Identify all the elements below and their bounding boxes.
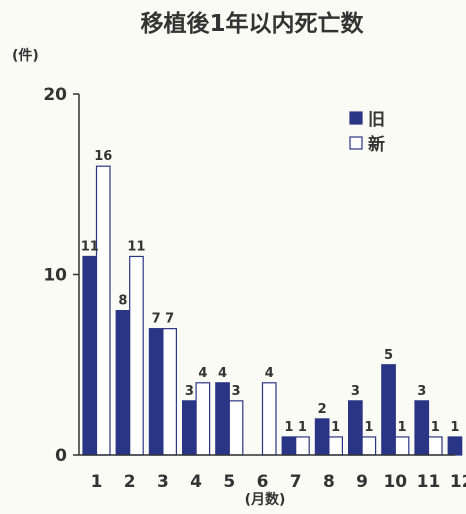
x-tick-label: 10 — [383, 472, 407, 492]
y-tick-label: 20 — [43, 85, 67, 105]
data-label: 3 — [185, 384, 194, 399]
data-label: 7 — [152, 312, 161, 327]
data-label: 11 — [127, 239, 145, 254]
legend-label-new: 新 — [368, 134, 385, 155]
x-tick-label: 4 — [190, 472, 202, 492]
data-label: 5 — [384, 348, 393, 363]
bar-new — [228, 400, 244, 456]
bar-old — [215, 382, 230, 456]
bar-old — [381, 364, 396, 456]
bar-old — [348, 400, 363, 456]
data-label: 8 — [118, 294, 127, 309]
bar-new — [261, 382, 277, 456]
data-label: 2 — [318, 402, 327, 417]
bar-old — [82, 255, 98, 456]
x-axis: 123456789101112 — [79, 454, 466, 492]
x-axis-label: (月数) — [245, 491, 286, 508]
bar-new — [394, 436, 410, 456]
data-label: 3 — [417, 384, 426, 399]
y-axis: 0 10 20 — [43, 85, 80, 466]
bar-old — [281, 436, 297, 456]
legend-label-old: 旧 — [368, 110, 385, 130]
bar-old — [148, 328, 164, 456]
data-label: 4 — [218, 366, 227, 381]
bar-new — [295, 436, 310, 456]
x-tick-label: 6 — [257, 472, 269, 492]
data-label: 1 — [331, 420, 340, 435]
x-tick-label: 11 — [417, 472, 441, 492]
chart-title: 移植後1年以内死亡数 — [140, 10, 364, 37]
bar-new — [95, 165, 111, 456]
bar-new — [361, 436, 377, 456]
bar-old — [447, 436, 463, 456]
bars — [82, 165, 463, 456]
bar-old — [115, 310, 131, 456]
x-tick-label: 12 — [450, 472, 466, 492]
bar-new — [195, 382, 211, 456]
data-label: 1 — [364, 420, 373, 435]
data-label: 1 — [298, 420, 307, 435]
legend-swatch-old — [349, 111, 363, 125]
data-label: 3 — [232, 384, 241, 399]
y-tick-label: 10 — [43, 266, 67, 286]
data-label: 1 — [398, 420, 407, 435]
data-label: 4 — [198, 366, 207, 381]
bar-new — [328, 436, 343, 456]
x-tick-label: 9 — [356, 472, 368, 492]
data-label: 7 — [165, 312, 174, 327]
legend-swatch-new — [349, 136, 363, 150]
data-label: 1 — [450, 420, 459, 435]
data-label: 1 — [284, 420, 293, 435]
x-tick-label: 3 — [157, 472, 169, 492]
data-label: 3 — [351, 384, 360, 399]
data-label: 11 — [81, 239, 99, 254]
x-tick-label: 2 — [124, 472, 136, 492]
legend: 旧新 — [349, 110, 385, 155]
x-tick-label: 1 — [91, 472, 103, 492]
bar-old — [314, 418, 330, 456]
y-tick-label: 0 — [55, 446, 67, 466]
data-label: 4 — [265, 366, 274, 381]
x-tick-label: 5 — [223, 472, 235, 492]
x-tick-label: 8 — [323, 472, 335, 492]
bar-new — [427, 436, 443, 456]
y-axis-unit: (件) — [12, 47, 39, 64]
x-tick-label: 7 — [290, 472, 302, 492]
bar-new — [162, 328, 177, 456]
data-label: 16 — [94, 149, 112, 164]
bar-old — [414, 400, 430, 456]
bar-old — [182, 400, 197, 456]
bar-new — [129, 255, 144, 456]
data-label: 1 — [431, 420, 440, 435]
